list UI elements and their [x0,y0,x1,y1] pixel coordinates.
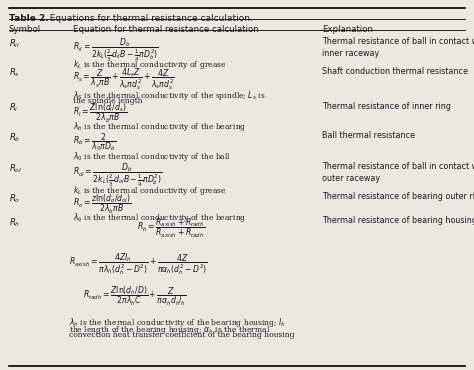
Text: $R_h = \dfrac{R_{axish} + R_{radh}}{R_{axish} + R_{radh}}$: $R_h = \dfrac{R_{axish} + R_{radh}}{R_{a… [137,216,206,240]
Text: $R_s = \dfrac{Z}{\lambda_s \pi B} + \dfrac{4L_sZ}{\lambda_s \pi d_s^2} + \dfrac{: $R_s = \dfrac{Z}{\lambda_s \pi B} + \dfr… [73,67,175,92]
Text: $R_b = \dfrac{2}{\lambda_0 \pi D_b}$: $R_b = \dfrac{2}{\lambda_0 \pi D_b}$ [73,131,117,153]
Text: $R_{il} = \dfrac{D_b}{2k_L(\frac{2}{3}d_{il}B - \frac{1}{4}\pi D_b^2)}$: $R_{il} = \dfrac{D_b}{2k_L(\frac{2}{3}d_… [73,37,159,64]
Text: $\lambda_S$ is the thermal conductivity of the spindle; $L_s$ is: $\lambda_S$ is the thermal conductivity … [73,89,266,102]
Text: $\lambda_b$ is the thermal conductivity of the bearing: $\lambda_b$ is the thermal conductivity … [73,120,247,133]
Text: Thermal resistance of bearing housing: Thermal resistance of bearing housing [322,216,474,225]
Text: $R_{ol} = \dfrac{D_b}{2k_L(\frac{2}{3}d_{ol}B - \frac{1}{4}\pi D_b^2)}$: $R_{ol} = \dfrac{D_b}{2k_L(\frac{2}{3}d_… [73,162,163,189]
Text: Thermal resistance of ball in contact with: Thermal resistance of ball in contact wi… [322,162,474,171]
Text: $k_L$ is the thermal conductivity of grease: $k_L$ is the thermal conductivity of gre… [73,58,228,71]
Text: $R_{ol}$: $R_{ol}$ [9,162,22,175]
Text: inner raceway: inner raceway [322,49,380,58]
Text: Equations for thermal resistance calculation.: Equations for thermal resistance calcula… [44,14,253,23]
Text: $R_o$: $R_o$ [9,192,20,205]
Text: the spindle length: the spindle length [73,97,143,105]
Text: $\lambda_0$ is the thermal conductivity of the ball: $\lambda_0$ is the thermal conductivity … [73,150,231,163]
Text: Thermal resistance of inner ring: Thermal resistance of inner ring [322,102,451,111]
Text: Table 2.: Table 2. [9,14,48,23]
Text: the length of the bearing housing; $\alpha_h$ is the thermal: the length of the bearing housing; $\alp… [69,324,270,336]
Text: Explanation: Explanation [322,25,374,34]
Text: $k_L$ is the thermal conductivity of grease: $k_L$ is the thermal conductivity of gre… [73,184,228,196]
Text: $R_b$: $R_b$ [9,131,20,144]
Text: $R_o = \dfrac{z\ln(d_o/d_{ol})}{2\lambda_b \pi B}$: $R_o = \dfrac{z\ln(d_o/d_{ol})}{2\lambda… [73,192,132,216]
Text: Shaft conduction thermal resistance: Shaft conduction thermal resistance [322,67,468,75]
Text: Symbol: Symbol [9,25,41,34]
Text: Equation for thermal resistance calculation: Equation for thermal resistance calculat… [73,25,259,34]
Text: $R_{il}$: $R_{il}$ [9,37,20,50]
Text: $R_s$: $R_s$ [9,67,19,79]
Text: $R_i$: $R_i$ [9,102,18,114]
Text: outer raceway: outer raceway [322,174,381,183]
Text: $\lambda_b$ is the thermal conductivity of the bearing: $\lambda_b$ is the thermal conductivity … [73,211,247,224]
Text: $\lambda_h$ is the thermal conductivity of the bearing housing; $l_h$: $\lambda_h$ is the thermal conductivity … [69,316,286,329]
Text: Thermal resistance of bearing outer ring: Thermal resistance of bearing outer ring [322,192,474,201]
Text: Thermal resistance of ball in contact with: Thermal resistance of ball in contact wi… [322,37,474,46]
Text: $R_{axish} = \dfrac{4Zl_h}{\pi\lambda_h(d_h^2 - D^2)} + \dfrac{4Z}{\pi\alpha_h(d: $R_{axish} = \dfrac{4Zl_h}{\pi\lambda_h(… [69,252,208,278]
Text: $R_{radh} = \dfrac{Z\ln(d_h/D)}{2\pi\lambda_h C} + \dfrac{Z}{\pi\alpha_h d_h l_h: $R_{radh} = \dfrac{Z\ln(d_h/D)}{2\pi\lam… [83,285,187,308]
Text: $R_i = \dfrac{Z\ln(d_i/d_s)}{2\lambda_b \pi B}$: $R_i = \dfrac{Z\ln(d_i/d_s)}{2\lambda_b … [73,102,128,125]
Text: Ball thermal resistance: Ball thermal resistance [322,131,415,140]
Text: $R_h$: $R_h$ [9,216,20,229]
Text: convection heat transfer coefficient of the bearing housing: convection heat transfer coefficient of … [69,331,294,339]
